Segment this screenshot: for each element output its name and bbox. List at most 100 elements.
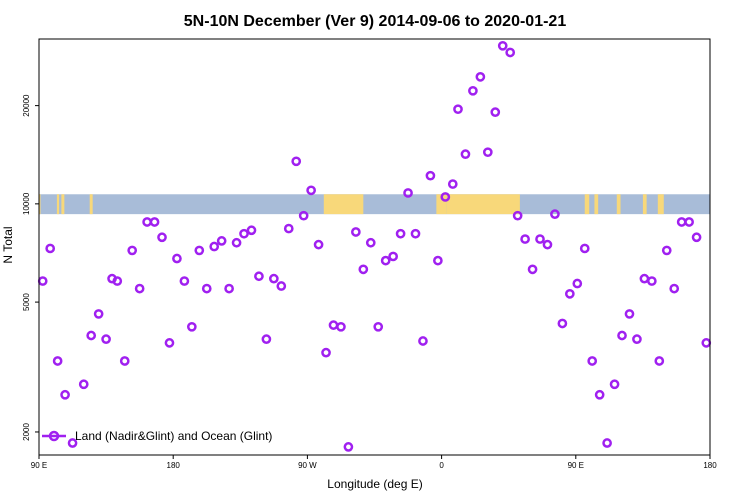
legend-marker [48,430,60,442]
x-tick-label: 90 E [568,461,584,470]
data-point [579,243,590,254]
data-point [602,438,612,448]
land-segment [616,194,621,215]
data-point [291,156,302,167]
data-point [557,318,568,329]
data-point [119,356,130,366]
data-point [669,283,680,294]
data-point [676,217,687,227]
x-tick-label: 180 [167,461,181,470]
data-point [157,232,167,243]
data-point [127,245,138,256]
y-tick-label: 20000 [22,94,31,117]
data-point [224,283,234,294]
plot-frame [38,38,711,456]
data-point [497,40,508,51]
data-point [358,264,369,275]
data-point [505,47,516,58]
data-point [134,283,145,294]
land-segment [436,194,447,215]
data-point [201,283,212,294]
data-point [351,227,361,237]
data-point [475,72,486,82]
data-point [336,321,346,332]
data-point [269,273,279,284]
y-axis-label: N Total [1,226,15,263]
data-point [86,330,97,341]
land-segment [56,194,60,215]
land-segment [39,194,41,215]
data-point [388,251,398,262]
data-point [142,217,152,227]
data-point [440,192,451,202]
data-points [37,40,712,452]
data-point [209,241,220,252]
data-point [701,338,712,348]
data-point [594,389,605,400]
data-point [67,438,78,448]
data-point [60,389,70,400]
data-point [179,276,190,286]
land-segment [61,194,65,215]
chart-title: 5N-10N December (Ver 9) 2014-09-06 to 20… [184,13,567,30]
data-point [298,210,309,221]
data-point [254,271,264,282]
data-point [609,379,620,390]
data-point [306,185,316,196]
data-point [433,255,443,266]
x-axis-ticks: 90 E 180 90 W 0 90 E 180 [31,455,717,470]
x-tick-label: 0 [439,461,444,470]
land-segment [446,194,520,215]
data-point [646,276,657,286]
data-point [37,276,48,286]
data-point [149,217,160,227]
data-point [164,338,175,348]
data-point [624,309,635,319]
data-point [617,330,627,341]
data-point [460,149,471,160]
data-point [587,356,598,366]
data-point [321,347,331,358]
y-tick-label: 10000 [22,192,31,215]
data-point [447,179,458,189]
land-segment [89,194,93,215]
y-axis-ticks: 2000 5000 10000 20000 [22,94,39,441]
y-tick-label: 5000 [22,293,31,311]
land-segment [584,194,590,215]
data-point [490,107,501,117]
x-tick-label: 180 [703,461,717,470]
data-point [453,104,463,115]
y-tick-label: 2000 [22,423,31,441]
data-point [542,239,553,250]
data-point [172,253,182,264]
data-point [654,356,665,366]
data-point [365,237,376,248]
legend: Land (Nadir&Glint) and Ocean (Glint) [42,429,272,443]
data-point [512,210,523,221]
data-point [186,321,197,332]
data-point [328,320,339,330]
x-tick-label: 90 E [31,461,47,470]
data-point [380,255,391,266]
data-point [527,264,538,275]
data-point [343,442,354,452]
data-point [403,188,413,198]
data-point [550,209,560,219]
data-point [632,334,642,344]
data-point [239,228,249,239]
data-point [231,237,242,248]
data-point [194,245,205,256]
x-axis-label: Longitude (deg E) [327,477,422,491]
data-point [246,225,257,236]
data-point [425,170,436,181]
data-point [373,321,384,332]
data-point [276,281,287,291]
data-point [261,334,272,344]
land-segment [657,194,664,215]
ocean-band [39,194,710,215]
legend-label: Land (Nadir&Glint) and Ocean (Glint) [75,429,272,443]
land-segment [642,194,647,215]
data-point [468,85,478,96]
data-point [313,239,324,250]
